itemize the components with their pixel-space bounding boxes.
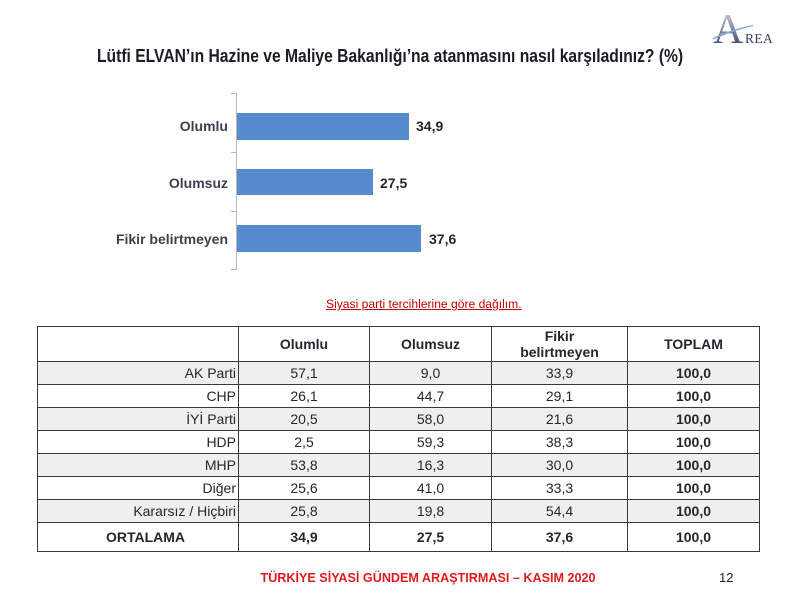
svg-text:REA: REA: [745, 31, 773, 46]
svg-text:A: A: [713, 8, 744, 48]
